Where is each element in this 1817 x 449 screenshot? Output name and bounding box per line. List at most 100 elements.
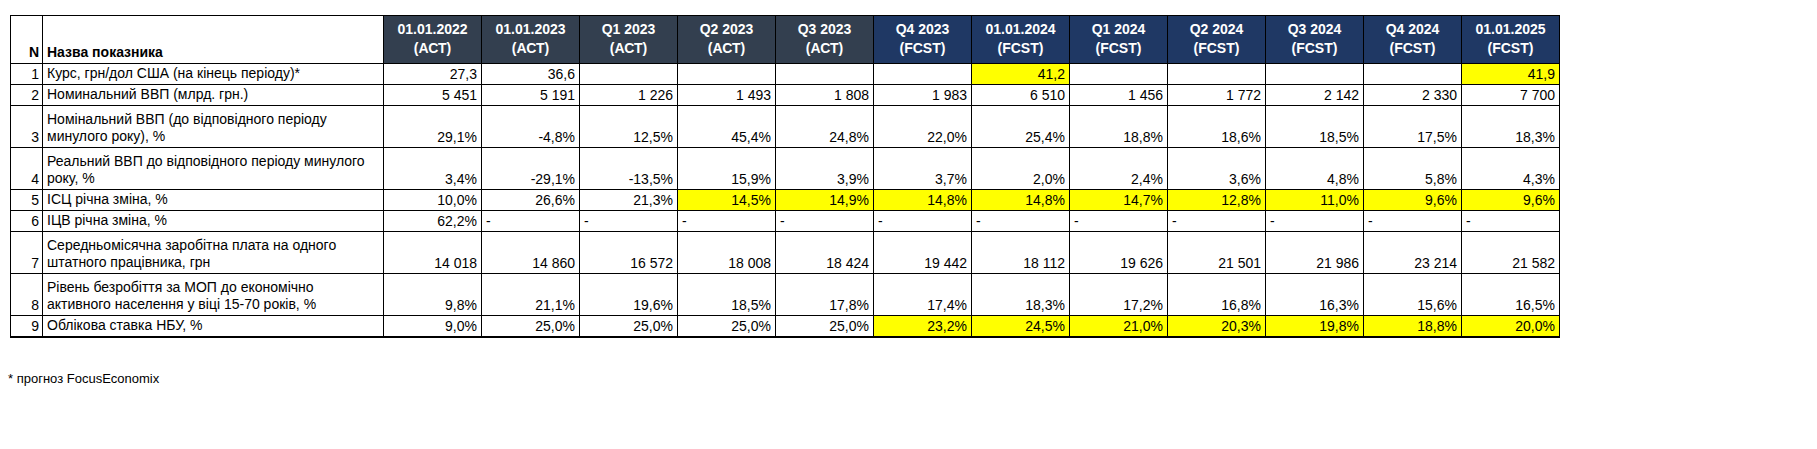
value-cell: 2 142 [1266,85,1364,106]
value-cell: 15,9% [678,148,776,190]
row-number: 3 [11,106,43,148]
column-header-period: Q3 2024 [1268,20,1361,39]
value-cell: - [1364,211,1462,232]
column-header-period: Q1 2024 [1072,20,1165,39]
column-header-Q42024: Q4 2024(FCST) [1364,16,1462,64]
value-cell: 21,0% [1070,316,1168,338]
column-header-period: Q4 2023 [876,20,969,39]
value-cell: 3,6% [1168,148,1266,190]
value-cell: - [1462,211,1560,232]
value-cell: 18 424 [776,232,874,274]
value-cell: 41,9 [1462,64,1560,85]
indicator-name: Курс, грн/дол США (на кінець періоду)* [43,64,384,85]
value-cell [1070,64,1168,85]
value-cell: - [678,211,776,232]
column-header-Q22023: Q2 2023(АСТ) [678,16,776,64]
value-cell: 22,0% [874,106,972,148]
table-row: 3Номінальний ВВП (до відповідного період… [11,106,1560,148]
value-cell [678,64,776,85]
table-row: 6ІЦВ річна зміна, %62,2%----------- [11,211,1560,232]
value-cell: 23,2% [874,316,972,338]
corner-name-header: Назва показника [43,16,384,64]
row-number: 4 [11,148,43,190]
column-header-01012024: 01.01.2024(FCST) [972,16,1070,64]
value-cell: 18 008 [678,232,776,274]
column-header-phase: (АСТ) [386,39,479,58]
corner-n-header: N [11,16,43,64]
value-cell: 25,0% [776,316,874,338]
value-cell: - [1070,211,1168,232]
table-row: 5ІСЦ річна зміна, %10,0%26,6%21,3%14,5%1… [11,190,1560,211]
value-cell: 9,6% [1364,190,1462,211]
value-cell: 21 582 [1462,232,1560,274]
value-cell: - [776,211,874,232]
value-cell: 25,4% [972,106,1070,148]
row-number: 1 [11,64,43,85]
value-cell: 29,1% [384,106,482,148]
column-header-phase: (FCST) [1268,39,1361,58]
column-header-period: Q2 2023 [680,20,773,39]
column-header-period: 01.01.2022 [386,20,479,39]
value-cell: 21 986 [1266,232,1364,274]
value-cell: 14,9% [776,190,874,211]
value-cell: 16 572 [580,232,678,274]
indicators-table: N Назва показника 01.01.2022(АСТ)01.01.2… [10,15,1560,338]
table-row: 1Курс, грн/дол США (на кінець періоду)*2… [11,64,1560,85]
value-cell: 1 226 [580,85,678,106]
column-header-01012022: 01.01.2022(АСТ) [384,16,482,64]
row-number: 2 [11,85,43,106]
value-cell: 9,6% [1462,190,1560,211]
value-cell: 19 626 [1070,232,1168,274]
value-cell: 18,3% [972,274,1070,316]
value-cell: 14,7% [1070,190,1168,211]
value-cell: 18,8% [1364,316,1462,338]
value-cell: 14 018 [384,232,482,274]
column-header-phase: (АСТ) [484,39,577,58]
value-cell: 6 510 [972,85,1070,106]
value-cell: 19 442 [874,232,972,274]
value-cell: 1 772 [1168,85,1266,106]
value-cell: 17,2% [1070,274,1168,316]
value-cell: 2,0% [972,148,1070,190]
value-cell: 1 808 [776,85,874,106]
column-header-Q12024: Q1 2024(FCST) [1070,16,1168,64]
indicator-name: Реальний ВВП до відповідного періоду мин… [43,148,384,190]
indicator-name: ІЦВ річна зміна, % [43,211,384,232]
value-cell: 1 456 [1070,85,1168,106]
value-cell: 12,8% [1168,190,1266,211]
value-cell: - [1266,211,1364,232]
value-cell: 24,5% [972,316,1070,338]
value-cell: 25,0% [580,316,678,338]
table-row: 2Номинальний ВВП (млрд. грн.)5 4515 1911… [11,85,1560,106]
indicator-name: Номінальний ВВП (до відповідного періоду… [43,106,384,148]
value-cell [1364,64,1462,85]
column-header-period: Q3 2023 [778,20,871,39]
value-cell [580,64,678,85]
column-header-01012025: 01.01.2025(FCST) [1462,16,1560,64]
value-cell: 9,0% [384,316,482,338]
spreadsheet-area: N Назва показника 01.01.2022(АСТ)01.01.2… [0,0,1817,449]
value-cell: 25,0% [678,316,776,338]
value-cell: - [580,211,678,232]
value-cell: -13,5% [580,148,678,190]
value-cell: 36,6 [482,64,580,85]
indicator-name: Середньомісячна заробітна плата на одног… [43,232,384,274]
value-cell: 12,5% [580,106,678,148]
value-cell: 20,0% [1462,316,1560,338]
indicator-name: ІСЦ річна зміна, % [43,190,384,211]
column-header-phase: (АСТ) [680,39,773,58]
value-cell: 17,8% [776,274,874,316]
value-cell: 4,8% [1266,148,1364,190]
column-header-phase: (FCST) [1072,39,1165,58]
table-row: 7Середньомісячна заробітна плата на одно… [11,232,1560,274]
value-cell: 2,4% [1070,148,1168,190]
column-header-period: Q1 2023 [582,20,675,39]
value-cell: 14,8% [874,190,972,211]
table-row: 8Рівень безробіття за МОП до економічно … [11,274,1560,316]
row-number: 7 [11,232,43,274]
value-cell: 16,3% [1266,274,1364,316]
value-cell [1168,64,1266,85]
value-cell: 14,8% [972,190,1070,211]
value-cell: - [972,211,1070,232]
column-header-period: Q4 2024 [1366,20,1459,39]
